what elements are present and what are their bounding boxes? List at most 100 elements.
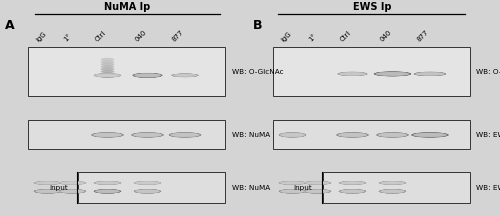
Ellipse shape xyxy=(305,181,330,184)
Ellipse shape xyxy=(377,133,408,137)
Text: 1°: 1° xyxy=(308,33,318,43)
Ellipse shape xyxy=(338,72,367,76)
Ellipse shape xyxy=(340,189,365,193)
Ellipse shape xyxy=(305,181,330,184)
Ellipse shape xyxy=(134,74,160,77)
Ellipse shape xyxy=(340,181,365,184)
Ellipse shape xyxy=(132,133,163,137)
Ellipse shape xyxy=(376,132,409,138)
Ellipse shape xyxy=(94,74,120,77)
Ellipse shape xyxy=(280,189,305,193)
Ellipse shape xyxy=(336,132,368,137)
Text: WB: EWS: WB: EWS xyxy=(476,132,500,138)
Ellipse shape xyxy=(100,75,114,78)
Ellipse shape xyxy=(132,132,164,137)
Ellipse shape xyxy=(338,133,368,137)
Ellipse shape xyxy=(170,133,200,137)
Ellipse shape xyxy=(93,133,122,137)
Text: 1°: 1° xyxy=(62,33,72,43)
Text: WB: O-GlcNAc: WB: O-GlcNAc xyxy=(476,69,500,75)
Ellipse shape xyxy=(280,190,304,193)
Ellipse shape xyxy=(304,181,331,185)
Ellipse shape xyxy=(279,189,306,194)
Ellipse shape xyxy=(339,189,366,194)
Ellipse shape xyxy=(339,181,366,185)
Ellipse shape xyxy=(135,181,160,184)
Text: IgG: IgG xyxy=(35,31,48,43)
Ellipse shape xyxy=(380,181,405,184)
Ellipse shape xyxy=(411,132,449,138)
Ellipse shape xyxy=(94,189,121,194)
Ellipse shape xyxy=(376,72,410,76)
Ellipse shape xyxy=(379,189,406,194)
Ellipse shape xyxy=(280,133,305,137)
Text: Input: Input xyxy=(49,185,68,191)
Ellipse shape xyxy=(340,181,365,185)
Ellipse shape xyxy=(337,133,368,137)
Text: NuMA Ip: NuMA Ip xyxy=(104,2,150,12)
Ellipse shape xyxy=(304,189,331,194)
Ellipse shape xyxy=(338,133,367,137)
Ellipse shape xyxy=(135,189,160,193)
Text: Input: Input xyxy=(294,185,312,191)
Ellipse shape xyxy=(34,189,61,194)
Ellipse shape xyxy=(100,70,114,73)
Ellipse shape xyxy=(94,133,122,137)
Ellipse shape xyxy=(100,72,114,75)
Text: WB: NuMA: WB: NuMA xyxy=(232,132,271,138)
Ellipse shape xyxy=(132,73,162,78)
Ellipse shape xyxy=(306,190,330,193)
Ellipse shape xyxy=(91,132,124,138)
Ellipse shape xyxy=(374,72,410,76)
Ellipse shape xyxy=(279,181,306,185)
Text: Ctrl: Ctrl xyxy=(94,30,108,43)
Ellipse shape xyxy=(280,181,305,184)
Ellipse shape xyxy=(96,74,120,77)
Ellipse shape xyxy=(416,72,444,76)
Ellipse shape xyxy=(135,181,160,184)
Ellipse shape xyxy=(305,190,330,193)
Ellipse shape xyxy=(340,190,365,193)
Ellipse shape xyxy=(134,73,161,77)
Ellipse shape xyxy=(92,133,122,137)
Ellipse shape xyxy=(338,72,368,76)
Ellipse shape xyxy=(340,190,364,193)
Ellipse shape xyxy=(100,65,114,68)
Ellipse shape xyxy=(374,72,411,76)
Ellipse shape xyxy=(279,181,306,185)
Ellipse shape xyxy=(279,132,306,137)
Ellipse shape xyxy=(414,72,446,76)
Ellipse shape xyxy=(95,189,120,193)
Ellipse shape xyxy=(60,189,85,193)
Ellipse shape xyxy=(36,190,60,193)
Ellipse shape xyxy=(59,181,86,185)
Ellipse shape xyxy=(374,71,411,76)
Ellipse shape xyxy=(35,181,60,184)
Ellipse shape xyxy=(280,181,305,185)
Ellipse shape xyxy=(136,181,160,184)
Ellipse shape xyxy=(134,181,160,185)
Ellipse shape xyxy=(379,181,406,185)
Ellipse shape xyxy=(35,189,60,193)
Ellipse shape xyxy=(170,133,200,137)
Ellipse shape xyxy=(95,74,120,77)
Ellipse shape xyxy=(134,181,161,185)
Text: WB: EWS: WB: EWS xyxy=(476,185,500,191)
Ellipse shape xyxy=(280,189,305,193)
Ellipse shape xyxy=(415,72,445,76)
Ellipse shape xyxy=(280,181,305,184)
Ellipse shape xyxy=(172,74,198,77)
Ellipse shape xyxy=(340,72,365,75)
Ellipse shape xyxy=(134,73,162,77)
Ellipse shape xyxy=(280,133,305,137)
Ellipse shape xyxy=(375,72,410,76)
Ellipse shape xyxy=(378,133,406,137)
Text: Ctrl: Ctrl xyxy=(340,30,352,43)
Ellipse shape xyxy=(338,133,366,137)
Bar xyxy=(272,120,470,149)
Ellipse shape xyxy=(95,181,120,184)
Ellipse shape xyxy=(280,133,304,137)
Ellipse shape xyxy=(100,60,114,63)
Ellipse shape xyxy=(412,133,448,137)
Ellipse shape xyxy=(134,181,161,185)
